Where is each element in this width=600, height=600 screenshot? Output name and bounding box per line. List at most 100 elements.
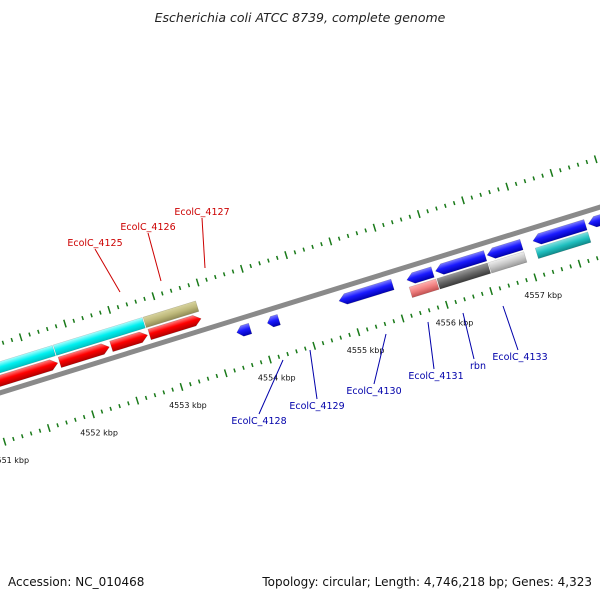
cds-arrow-rbn-a [435, 250, 488, 275]
tick-mark-top [160, 291, 164, 296]
tick-mark-top [514, 181, 518, 187]
tick-mark-top [63, 319, 67, 328]
tick-mark-bottom [533, 273, 538, 282]
gene-label: EcolC_4130 [346, 386, 401, 397]
tick-mark-top [479, 192, 483, 197]
tick-mark-bottom [268, 355, 272, 364]
tick-mark-bottom [339, 335, 343, 340]
tick-mark-top [488, 189, 491, 195]
map-title: Escherichia coli ATCC 8739, complete gen… [155, 10, 446, 25]
tick-mark-bottom [392, 319, 396, 324]
gene-label: EcolC_4127 [174, 207, 229, 218]
tick-mark-bottom [587, 258, 590, 264]
gene-bar-ecolc-4133 [534, 231, 592, 259]
tick-mark-top [497, 187, 500, 192]
tick-mark-top [444, 203, 447, 208]
gene-callouts: EcolC_4125 EcolC_4126 EcolC_4127 EcolC_4128… [67, 207, 547, 427]
genome-backbone [0, 173, 600, 427]
tick-mark-bottom [56, 423, 59, 428]
tick-mark-bottom [74, 417, 77, 422]
tick-mark-bottom [179, 382, 184, 391]
cds-arrow-ecolc-4127 [147, 315, 202, 341]
tick-mark-bottom [304, 346, 307, 351]
tick-mark-bottom [197, 379, 201, 384]
tick-mark-bottom [153, 393, 157, 398]
tick-mark-bottom [223, 369, 228, 378]
tick-mark-bottom [295, 349, 298, 354]
tick-mark-top [382, 222, 385, 228]
tick-mark-top [169, 288, 173, 293]
tick-mark-top [461, 196, 465, 205]
cds-arrow-ecolc-4129 [267, 314, 281, 328]
tick-mark-top [416, 209, 421, 219]
gene-bar-ecolc-4125 [0, 344, 56, 407]
tick-mark-bottom [91, 410, 95, 419]
tick-mark-bottom [419, 310, 422, 316]
genome-track: 4551 kbp 4552 kbp 4553 kbp 4554 kbp 4555 kbp… [0, 155, 600, 465]
cds-arrow-ecolc-4125 [0, 359, 59, 419]
tick-mark-top [541, 173, 544, 178]
cds-arrow-ecolc-4133 [532, 219, 588, 245]
gene-bar-ecolc-4127 [142, 300, 200, 328]
tick-mark-top [320, 242, 323, 247]
tick-mark-bottom [162, 390, 166, 395]
tick-mark-bottom [109, 406, 113, 411]
gene-label: EcolC_4129 [289, 401, 344, 412]
tick-mark-top [346, 233, 350, 239]
tick-mark-top [284, 251, 289, 260]
tick-mark-top [178, 285, 182, 291]
tick-mark-top [505, 182, 510, 191]
tick-mark-top [302, 247, 306, 252]
tick-mark-bottom [525, 278, 528, 283]
tick-mark-bottom [171, 387, 174, 392]
tick-mark-bottom [365, 327, 369, 332]
tick-mark-bottom [330, 338, 334, 343]
tick-label: 4551 kbp [0, 456, 29, 465]
gene-callout-line [147, 232, 162, 282]
tick-mark-top [364, 228, 368, 233]
tick-mark-bottom [444, 300, 449, 309]
gene-callout-line [427, 321, 435, 370]
gene-callout-line [258, 359, 284, 415]
tick-mark-bottom [65, 420, 68, 425]
tick-mark-top [275, 255, 279, 260]
gene-callout-line [309, 349, 318, 400]
tick-mark-top [10, 337, 14, 343]
tick-mark-top [239, 264, 244, 273]
tick-mark-top [426, 209, 429, 214]
tick-mark-bottom [516, 280, 519, 286]
tick-mark-bottom [29, 431, 33, 436]
tick-mark-bottom [250, 362, 254, 368]
tick-mark-top [99, 310, 102, 315]
tick-mark-bottom [356, 328, 361, 337]
tick-mark-top [390, 220, 394, 225]
cds-arrow-next [587, 182, 600, 228]
tick-mark-bottom [410, 313, 413, 318]
tick-mark-top [107, 305, 112, 314]
tick-mark-top [195, 278, 200, 287]
gene-label: EcolC_4126 [120, 222, 175, 233]
tick-mark-top [134, 299, 138, 304]
gene-callout-line [462, 312, 475, 360]
tick-mark-top [452, 200, 456, 206]
tick-mark-top [143, 296, 146, 302]
accession-text: Accession: NC_010468 [8, 575, 144, 589]
tick-mark-top [267, 258, 270, 263]
tick-mark-top [231, 269, 235, 274]
tick-mark-top [532, 176, 536, 181]
tick-mark-bottom [454, 299, 458, 305]
tick-mark-top [125, 302, 129, 307]
gene-features [0, 182, 600, 419]
tick-mark-bottom [20, 434, 24, 439]
tick-mark-top [214, 274, 217, 280]
tick-mark-top [116, 304, 120, 310]
tick-label: 4554 kbp [258, 373, 296, 382]
tick-mark-bottom [577, 259, 582, 268]
gene-callout-line [502, 305, 519, 351]
tick-mark-bottom [215, 373, 219, 379]
tick-label: 4555 kbp [347, 346, 385, 355]
tick-mark-bottom [551, 269, 555, 275]
tick-mark-top [293, 250, 297, 255]
tick-mark-bottom [242, 365, 245, 370]
